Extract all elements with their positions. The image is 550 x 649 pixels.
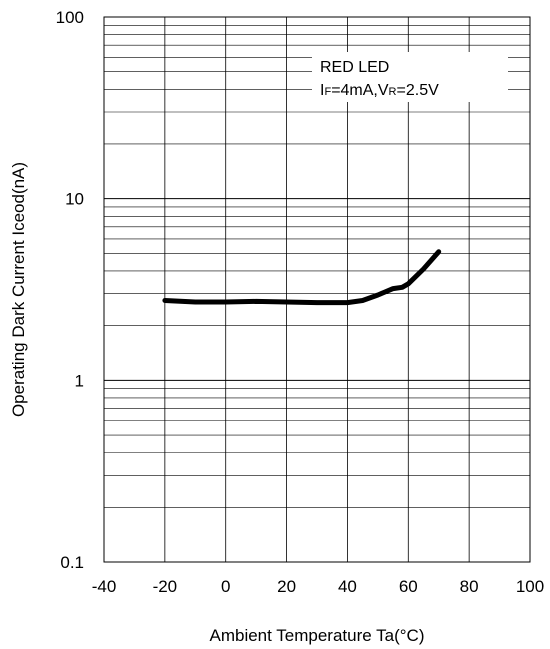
y-tick-label: 0.1 (60, 553, 84, 572)
x-tick-label: 0 (221, 577, 230, 596)
series-line-dark-current (162, 249, 442, 306)
legend-if-sub: F (324, 86, 331, 98)
legend: RED LED IF=4mA,VR=2.5V (312, 52, 508, 102)
legend-vr-sub: R (389, 86, 397, 98)
x-tick-label: 60 (399, 577, 418, 596)
legend-background (312, 52, 508, 102)
plot-frame (103, 16, 531, 563)
y-tick-label: 10 (65, 190, 84, 209)
legend-title: RED LED (320, 59, 389, 76)
x-tick-label: 40 (338, 577, 357, 596)
y-axis-label: Operating Dark Current Iceod(nA) (9, 162, 28, 417)
legend-if-value: =4mA, (331, 82, 378, 99)
legend-conditions: IF=4mA,VR=2.5V (320, 82, 439, 99)
x-axis-label: Ambient Temperature Ta(°C) (210, 626, 425, 645)
legend-vr-prefix: V (378, 82, 389, 99)
legend-if-prefix: I (320, 82, 324, 99)
x-tick-label: 20 (277, 577, 296, 596)
x-tick-label: -40 (92, 577, 117, 596)
x-tick-label: 80 (460, 577, 479, 596)
x-tick-labels: -40 -20 0 20 40 60 80 100 (92, 577, 544, 596)
y-tick-label: 1 (75, 371, 84, 390)
x-tick-label: 100 (516, 577, 544, 596)
x-tick-label: -20 (153, 577, 178, 596)
y-grid (104, 25, 530, 563)
y-tick-label: 100 (56, 8, 84, 27)
y-tick-labels: 0.1 1 10 100 (56, 8, 84, 572)
legend-vr-value: =2.5V (397, 82, 440, 99)
